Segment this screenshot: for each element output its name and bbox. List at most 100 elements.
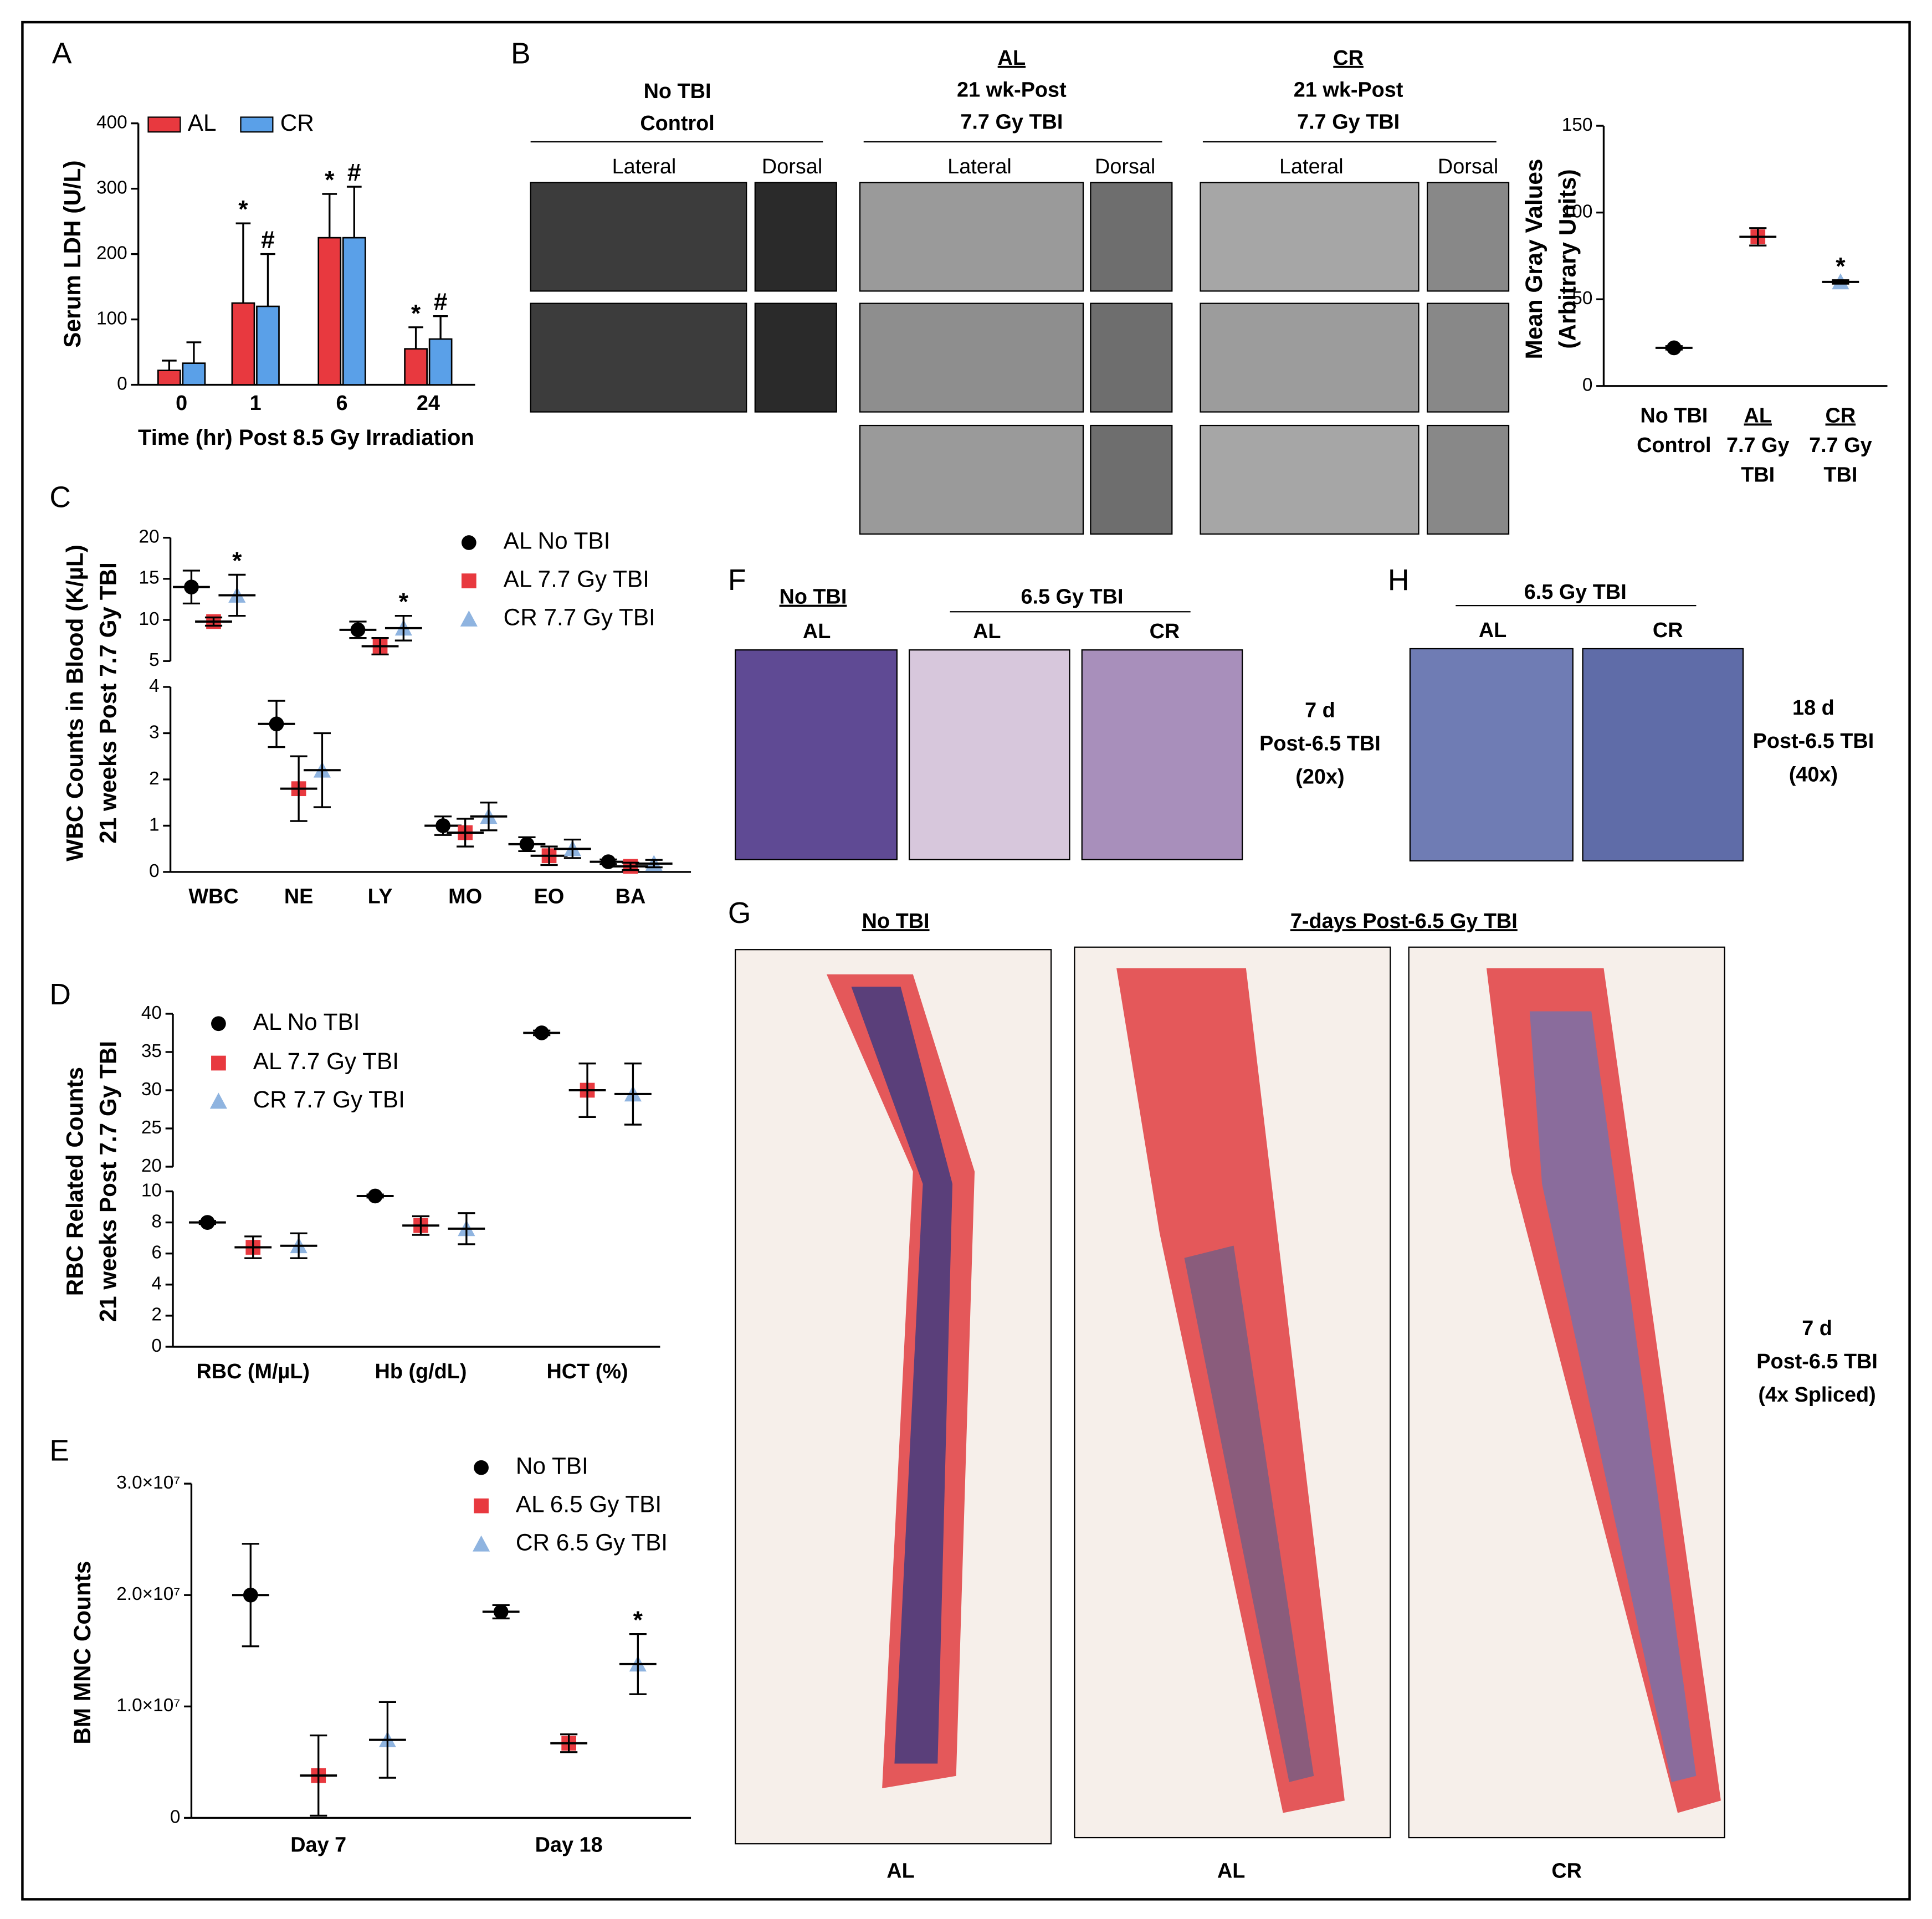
header: No TBI [780,586,847,609]
note: 7 d [1802,1317,1832,1340]
error-bar [434,815,452,836]
error-bar [1665,345,1683,351]
view-label: Lateral [612,155,677,178]
y-tick-label: 0 [1582,375,1593,396]
legend-marker [474,1498,489,1513]
note: (4x Spliced) [1758,1383,1875,1407]
significance: * [238,196,248,223]
significance: * [399,588,409,615]
panel-letter: G [728,897,751,930]
legend-marker [461,573,476,588]
column-label: CR [1150,620,1180,643]
view-label: Dorsal [1438,155,1498,178]
significance: * [633,1607,643,1634]
error-bar [540,845,558,866]
y-axis-label: RBC Related Counts [62,1067,88,1296]
y-axis-label: Mean Gray Values [1521,159,1547,360]
photo [1200,182,1419,292]
panel-letter: H [1388,564,1410,597]
y-axis-label: 21 weeks Post 7.7 Gy TBI [95,562,121,844]
header: 6.5 Gy TBI [1021,586,1123,609]
x-tick-label: RBC (M/µL) [196,1360,310,1383]
group-title: AL [998,47,1026,70]
error-bar [198,1220,216,1225]
note: 18 d [1792,696,1834,720]
significance: # [434,289,448,316]
error-bar [242,1543,259,1648]
x-tick-label: CR [1826,404,1856,427]
error-bar [371,637,389,656]
photo [1426,302,1510,413]
error-bar [480,802,498,832]
bone-sections [735,946,1725,1845]
bar [157,370,181,386]
x-tick-label: EO [534,885,565,909]
error-bar [260,253,275,306]
error-bar [394,614,412,642]
marrow [1184,1245,1314,1782]
error-bar [204,616,223,627]
y-tick-label: 5 [149,650,160,670]
legend-label: AL 7.7 Gy TBI [253,1048,399,1074]
error-bar [182,569,201,605]
error-bar [268,700,285,748]
panel-letter: F [728,564,746,597]
legend-label: AL No TBI [253,1009,360,1035]
group-title: 7.7 Gy TBI [1297,111,1400,134]
note: Post-6.5 TBI [1753,730,1874,753]
error-bar [235,222,251,304]
photo [859,424,1084,535]
view-label: Lateral [1279,155,1344,178]
x-tick-label: 0 [176,392,187,415]
x-tick-label: NE [284,885,314,909]
x-tick-label: 1 [250,392,262,415]
error-bar [1832,279,1849,285]
error-bar [322,193,337,238]
group-title: 21 wk-Post [957,79,1067,102]
y-tick-label: 2.0×10⁷ [116,1584,180,1604]
y-tick-label: 3 [149,722,160,742]
group-title: CR [1333,47,1364,70]
bar [428,338,453,386]
legend-marker [211,1055,226,1071]
marrow [851,986,953,1764]
group-title: 21 wk-Post [1294,79,1403,102]
x-tick-label: 7.7 Gy [1726,434,1790,457]
bar [342,237,366,386]
y-tick-label: 15 [139,568,159,588]
error-bar [290,755,308,822]
error-bar [310,1734,327,1817]
y-tick-label: 10 [139,609,159,629]
y-tick-label: 3.0×10⁷ [116,1472,180,1493]
y-tick-label: 25 [141,1117,162,1138]
y-tick-label: 20 [141,1156,162,1176]
photo [530,182,747,292]
panel-letter: B [511,37,531,70]
x-tick-label: Day 7 [290,1834,346,1857]
y-axis-label: (Arbitrary Units) [1554,169,1580,348]
legend-label: CR [280,110,314,136]
bar [231,302,255,386]
error-bar [186,341,202,363]
y-tick-label: 300 [96,177,127,198]
histology [735,649,898,860]
column-label: CR [1551,1859,1582,1882]
error-bar [629,1633,647,1695]
photo [754,182,837,292]
view-label: Lateral [947,155,1012,178]
error-bar [624,1063,642,1126]
panel-letter: C [49,481,71,514]
legend-label: CR 7.7 Gy TBI [504,604,655,630]
photo [1426,182,1510,292]
y-axis-label: 21 weeks Post 7.7 Gy TBI [95,1041,121,1322]
group-title: No TBI [644,80,711,103]
y-tick-label: 30 [141,1079,162,1100]
photo [1200,424,1419,535]
error-bar [599,858,617,865]
histology [908,649,1070,860]
legend-label: AL [188,110,217,136]
group-title: Control [640,112,714,135]
error-bar [378,1701,396,1779]
y-tick-label: 0 [117,373,127,394]
legend-label: No TBI [516,1453,588,1479]
